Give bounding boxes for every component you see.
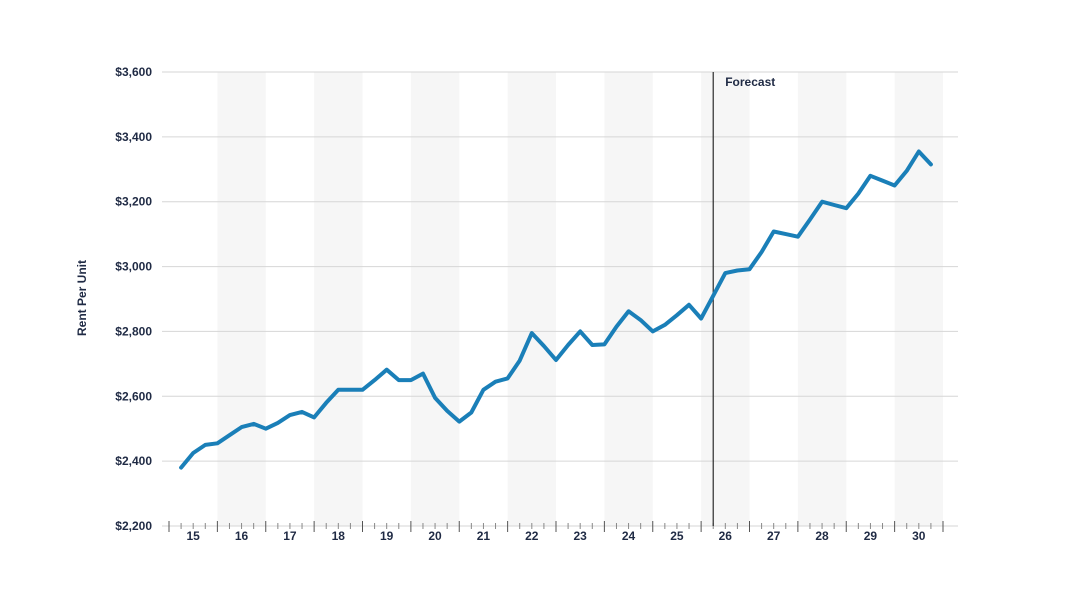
x-tick-label: 25 (670, 529, 684, 543)
year-band-2024 (604, 72, 653, 526)
year-band-2022 (507, 72, 556, 526)
forecast-label: Forecast (725, 75, 775, 89)
y-tick-label: $2,200 (115, 519, 152, 533)
x-tick-label: 16 (235, 529, 249, 543)
y-axis-title: Rent Per Unit (75, 260, 89, 336)
x-tick-label: 22 (525, 529, 539, 543)
x-tick-label: 30 (912, 529, 926, 543)
year-band-2028 (797, 72, 847, 526)
year-band-2016 (217, 72, 266, 526)
x-tick-label: 17 (283, 529, 297, 543)
x-tick-label: 24 (622, 529, 636, 543)
y-tick-label: $2,600 (115, 389, 152, 403)
y-tick-label: $2,400 (115, 454, 152, 468)
year-band-2030 (894, 72, 943, 526)
x-tick-label: 27 (767, 529, 781, 543)
x-tick-label: 21 (477, 529, 491, 543)
series-line-rent (179, 149, 933, 470)
year-band-2020 (410, 72, 460, 526)
year-band-2026 (701, 72, 750, 526)
x-tick-label: 29 (864, 529, 878, 543)
year-band-2018 (314, 72, 363, 526)
gridlines (162, 71, 958, 462)
x-tick-label: 18 (332, 529, 346, 543)
x-tick-label: 26 (719, 529, 733, 543)
y-tick-label: $2,800 (115, 324, 152, 338)
y-tick-label: $3,600 (115, 65, 152, 79)
x-axis-tick-labels: 15 16 17 18 19 20 21 22 23 24 25 26 27 28 29 30 (187, 529, 926, 543)
x-axis (162, 521, 958, 532)
y-axis-tick-labels: $2,200 $2,400 $2,600 $2,800 $3,000 $3,200 $3,4… (115, 65, 152, 533)
y-tick-label: $3,400 (115, 130, 152, 144)
x-tick-label: 23 (574, 529, 588, 543)
x-tick-label: 20 (428, 529, 442, 543)
x-tick-label: 28 (815, 529, 829, 543)
x-tick-label: 19 (380, 529, 394, 543)
x-tick-label: 15 (187, 529, 201, 543)
year-bands (217, 72, 943, 526)
y-tick-label: $3,200 (115, 195, 152, 209)
y-tick-label: $3,000 (115, 260, 152, 274)
